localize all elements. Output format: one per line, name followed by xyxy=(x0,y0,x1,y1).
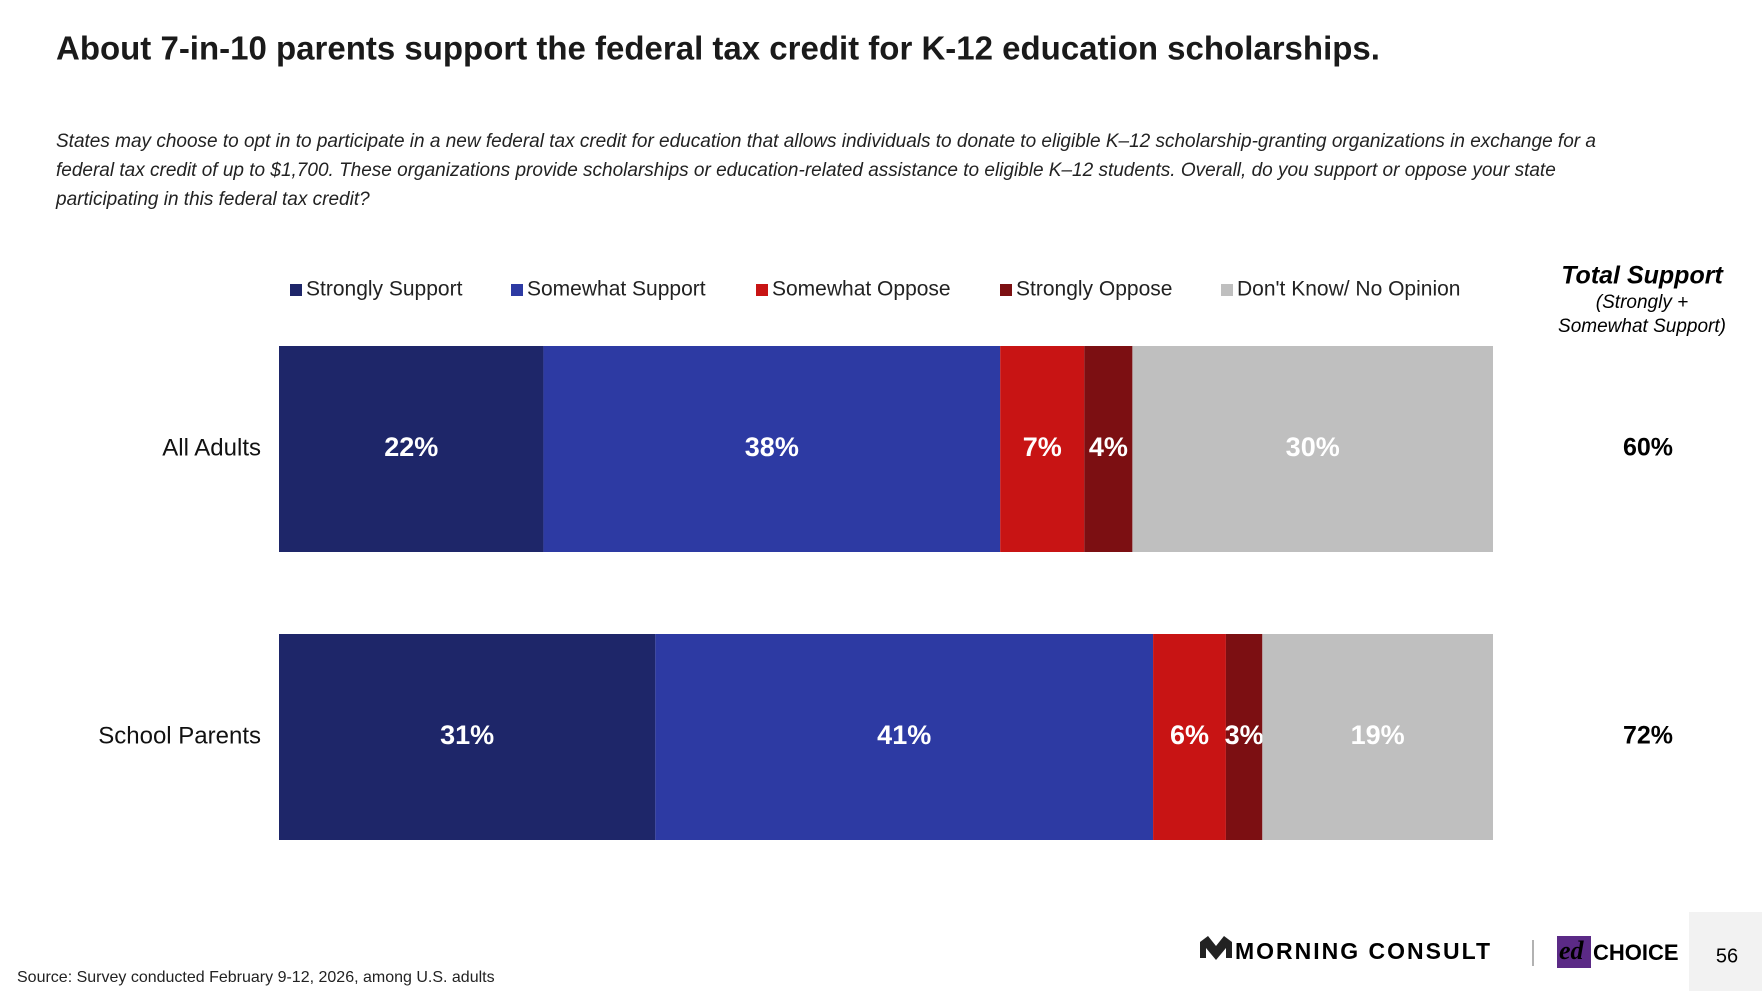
legend-label: Don't Know/ No Opinion xyxy=(1237,278,1460,301)
data-label: 41% xyxy=(877,720,931,750)
logo-box xyxy=(1557,936,1591,968)
bar-segment xyxy=(543,346,1001,552)
category-label: School Parents xyxy=(98,722,261,749)
data-label: 38% xyxy=(745,432,799,462)
bar-segment xyxy=(279,346,544,552)
logo-text: MORNING CONSULT xyxy=(1235,938,1492,964)
data-label: 31% xyxy=(440,720,494,750)
legend-label: Strongly Oppose xyxy=(1016,278,1172,301)
data-label: 4% xyxy=(1089,432,1128,462)
bar-segment xyxy=(1132,346,1493,552)
bar-segment xyxy=(1000,346,1085,552)
logo: MORNING CONSULT ed CHOICE xyxy=(1200,936,1679,968)
bar-segment xyxy=(279,634,656,840)
total-title: Total Support xyxy=(1561,262,1724,290)
page-number: 56 xyxy=(1716,945,1738,967)
legend-swatch xyxy=(1000,284,1012,296)
subtitle: participating in this federal tax credit… xyxy=(55,189,370,210)
legend-swatch xyxy=(1221,284,1233,296)
bar-segment xyxy=(1225,634,1263,840)
legend-label: Somewhat Oppose xyxy=(772,278,951,301)
logo-icon xyxy=(1200,936,1232,960)
total-subtitle: Somewhat Support) xyxy=(1558,316,1726,337)
legend-label: Strongly Support xyxy=(306,278,463,301)
legend-swatch xyxy=(290,284,302,296)
data-label: 7% xyxy=(1023,432,1062,462)
total-subtitle: (Strongly + xyxy=(1596,292,1688,313)
data-label: 30% xyxy=(1286,432,1340,462)
bar-segment xyxy=(1084,346,1133,552)
total-value: 72% xyxy=(1623,722,1673,750)
bar-segment xyxy=(1262,634,1493,840)
page-box xyxy=(1689,912,1762,991)
subtitle: federal tax credit of up to $1,700. Thes… xyxy=(56,160,1556,181)
legend-label: Somewhat Support xyxy=(527,278,706,301)
bar-segment xyxy=(1153,634,1226,840)
data-label: 3% xyxy=(1225,720,1264,750)
logo-text: ed xyxy=(1559,936,1585,965)
total-value: 60% xyxy=(1623,434,1673,462)
data-label: 19% xyxy=(1351,720,1405,750)
logo-text: CHOICE xyxy=(1593,940,1679,965)
category-label: All Adults xyxy=(162,434,261,461)
data-label: 22% xyxy=(384,432,438,462)
source: Source: Survey conducted February 9-12, … xyxy=(17,969,495,986)
legend-swatch xyxy=(511,284,523,296)
bar-segment xyxy=(655,634,1154,840)
subtitle: States may choose to opt in to participa… xyxy=(56,131,1596,152)
legend-swatch xyxy=(756,284,768,296)
chart-title: About 7-in-10 parents support the federa… xyxy=(56,30,1380,67)
data-label: 6% xyxy=(1170,720,1209,750)
